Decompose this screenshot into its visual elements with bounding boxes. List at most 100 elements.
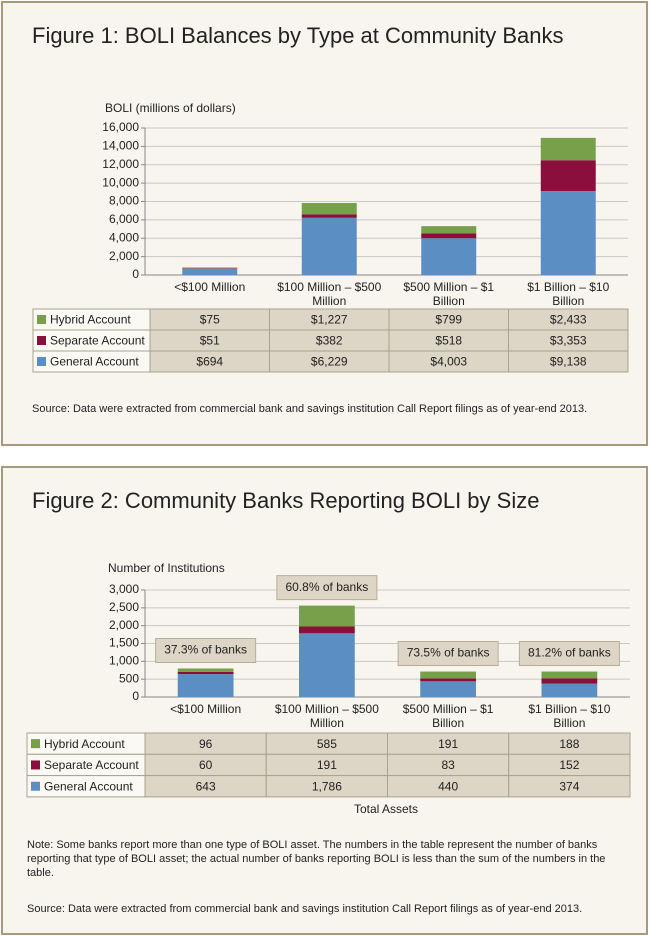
table-value: $799 (435, 313, 462, 327)
table-value: 374 (559, 779, 579, 793)
source: Source: Data were extracted from commerc… (27, 903, 583, 915)
legend-swatch (31, 760, 40, 770)
bar-segment (421, 238, 477, 275)
bar-segment (421, 233, 477, 239)
chart-title: Figure 1: BOLI Balances by Type at Commu… (32, 23, 564, 48)
y-tick-label: 14,000 (102, 139, 139, 153)
source: Source: Data were extracted from commerc… (32, 403, 588, 415)
annotation-box (155, 638, 257, 664)
legend-swatch (37, 357, 46, 366)
bar-segment (541, 683, 598, 697)
y-axis-label: BOLI (millions of dollars) (105, 101, 236, 115)
bar-segment (540, 137, 596, 161)
y-tick-label: 2,000 (109, 249, 139, 263)
table-value: 191 (438, 737, 458, 751)
bar-segment (541, 678, 598, 684)
table-cell (508, 350, 629, 373)
y-tick-label: 500 (119, 671, 139, 685)
table-value: 188 (559, 737, 579, 751)
annotation: 81.2% of banks (528, 646, 611, 660)
table-value: $51 (200, 334, 220, 348)
bar-segment (182, 268, 238, 275)
y-tick-label: 16,000 (102, 120, 139, 134)
x-axis-label: Total Assets (353, 802, 419, 816)
y-tick-label: 2,500 (109, 600, 139, 614)
annotation-box (518, 641, 620, 667)
x-tick-label: $500 Million – $1 Billion (402, 702, 494, 730)
y-tick-label: 1,500 (109, 636, 139, 650)
table-value: $6,229 (311, 355, 348, 369)
table-value: 191 (317, 758, 337, 772)
table-value: 152 (559, 758, 579, 772)
table-value: 96 (199, 737, 213, 751)
table-value: $2,433 (550, 313, 587, 327)
table-value: $9,138 (550, 355, 587, 369)
bar-segment (301, 214, 357, 218)
bar-segment (421, 226, 477, 234)
table-cell (508, 775, 631, 798)
bar-segment (540, 191, 596, 275)
legend-swatch (31, 781, 40, 791)
bar-segment (177, 674, 234, 697)
table-value: $382 (316, 334, 343, 348)
bar-segment (298, 626, 355, 634)
table-value: $4,003 (430, 355, 467, 369)
y-tick-label: 2,000 (109, 618, 139, 632)
table-value: 643 (196, 779, 216, 793)
annotation-box (397, 641, 499, 667)
legend-swatch (37, 336, 46, 345)
legend-label: Hybrid Account (50, 313, 131, 327)
annotation: 37.3% of banks (164, 643, 247, 657)
x-tick-label: <$100 Million (170, 702, 242, 716)
y-axis-label: Number of Institutions (108, 561, 225, 575)
table-value: 440 (438, 779, 458, 793)
table-value: 60 (199, 758, 213, 772)
x-tick-label: <$100 Million (174, 280, 246, 294)
annotation: 60.8% of banks (286, 580, 369, 594)
y-tick-label: 1,000 (109, 654, 139, 668)
x-tick-label: $500 Million – $1 Billion (403, 280, 495, 308)
legend-label: General Account (44, 779, 133, 793)
bar-segment (540, 160, 596, 192)
bar-segment (182, 267, 238, 269)
bar-segment (177, 668, 234, 672)
panel (1, 466, 648, 935)
y-tick-label: 3,000 (109, 582, 139, 596)
annotation-box (276, 575, 378, 601)
table-value: $518 (435, 334, 462, 348)
bar-segment (298, 605, 355, 627)
y-tick-label: 0 (132, 689, 139, 703)
legend-swatch (31, 739, 40, 749)
x-tick-label: $1 Billion – $10 Billion (527, 280, 610, 308)
y-tick-label: 6,000 (109, 212, 139, 226)
x-tick-label: $1 Billion – $10 Billion (528, 702, 611, 730)
bar-segment (420, 681, 477, 697)
y-tick-label: 12,000 (102, 157, 139, 171)
y-tick-label: 10,000 (102, 175, 139, 189)
bar-segment (301, 202, 357, 215)
table-value: $694 (196, 355, 223, 369)
note: Note: Some banks report more than one ty… (27, 839, 606, 879)
y-tick-label: 4,000 (109, 230, 139, 244)
legend-label: Separate Account (44, 758, 139, 772)
table-value: 83 (441, 758, 455, 772)
legend-swatch (37, 315, 46, 324)
y-tick-label: 0 (132, 267, 139, 281)
table-value: 585 (317, 737, 337, 751)
bar-segment (301, 217, 357, 275)
table-value: $75 (200, 313, 220, 327)
bar-segment (177, 671, 234, 675)
table-value: $1,227 (311, 313, 348, 327)
table-value: $3,353 (550, 334, 587, 348)
bar-segment (541, 671, 598, 679)
chart-title: Figure 2: Community Banks Reporting BOLI… (32, 488, 540, 513)
x-tick-label: $100 Million – $500 Million (277, 280, 382, 308)
x-tick-label: $100 Million – $500 Million (274, 702, 379, 730)
legend-label: General Account (50, 355, 139, 369)
bar-segment (420, 678, 477, 682)
table-value: 1,786 (312, 779, 342, 793)
bar-segment (420, 671, 477, 679)
bar-segment (298, 633, 355, 697)
